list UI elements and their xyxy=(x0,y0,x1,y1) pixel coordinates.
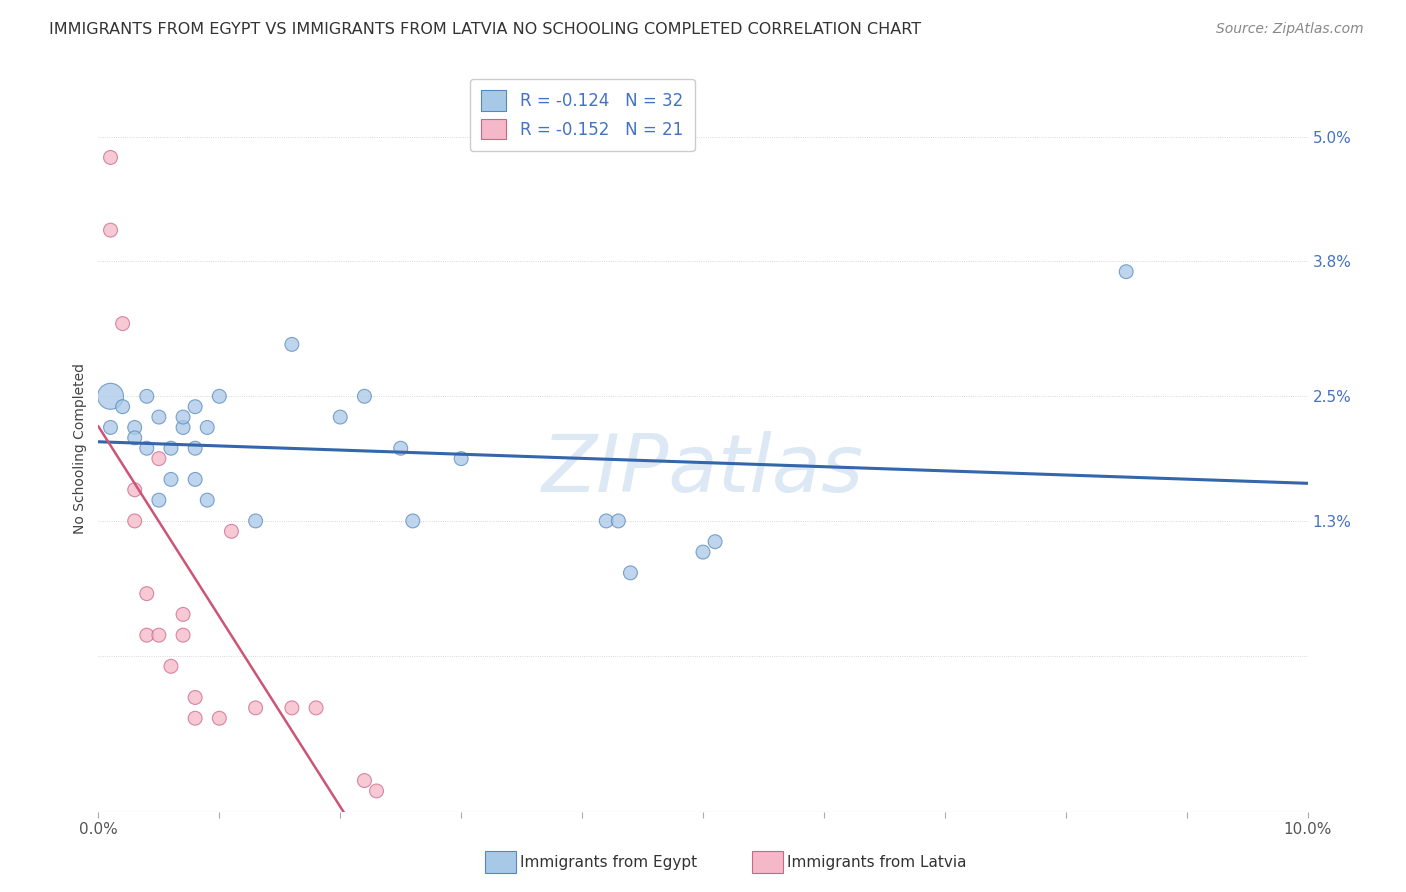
Point xyxy=(172,607,194,622)
Point xyxy=(195,493,218,508)
Point xyxy=(184,690,207,705)
Point xyxy=(281,701,304,715)
Point xyxy=(619,566,641,580)
Point xyxy=(195,420,218,434)
Point xyxy=(124,420,146,434)
Point xyxy=(124,514,146,528)
Point xyxy=(366,784,388,798)
Point xyxy=(160,442,183,455)
Point xyxy=(450,451,472,466)
Point xyxy=(148,410,170,425)
Point xyxy=(595,514,617,528)
Point xyxy=(148,451,170,466)
Point xyxy=(704,534,727,549)
Point xyxy=(353,389,375,403)
Point xyxy=(184,472,207,486)
Point xyxy=(172,420,194,434)
Point xyxy=(160,472,183,486)
Point xyxy=(184,400,207,414)
Point xyxy=(100,420,122,434)
Point xyxy=(100,223,122,237)
Point xyxy=(100,151,122,165)
Point xyxy=(184,442,207,455)
Point xyxy=(135,587,157,601)
Point xyxy=(1115,265,1137,279)
Text: IMMIGRANTS FROM EGYPT VS IMMIGRANTS FROM LATVIA NO SCHOOLING COMPLETED CORRELATI: IMMIGRANTS FROM EGYPT VS IMMIGRANTS FROM… xyxy=(49,22,921,37)
Point xyxy=(184,711,207,725)
Point xyxy=(111,317,134,331)
Y-axis label: No Schooling Completed: No Schooling Completed xyxy=(73,363,87,533)
Point xyxy=(124,431,146,445)
Text: Source: ZipAtlas.com: Source: ZipAtlas.com xyxy=(1216,22,1364,37)
Point xyxy=(148,628,170,642)
Point xyxy=(124,483,146,497)
Point xyxy=(245,514,267,528)
Point xyxy=(221,524,243,539)
Point xyxy=(607,514,630,528)
Point xyxy=(135,389,157,403)
Point xyxy=(329,410,352,425)
Text: Immigrants from Egypt: Immigrants from Egypt xyxy=(520,855,697,870)
Point xyxy=(148,493,170,508)
Text: Immigrants from Latvia: Immigrants from Latvia xyxy=(787,855,967,870)
Text: ZIPatlas: ZIPatlas xyxy=(541,431,865,509)
Point xyxy=(135,442,157,455)
Point xyxy=(160,659,183,673)
Point xyxy=(208,389,231,403)
Point xyxy=(208,711,231,725)
Point xyxy=(281,337,304,351)
Point xyxy=(245,701,267,715)
Point xyxy=(100,389,122,403)
Point xyxy=(402,514,425,528)
Point xyxy=(305,701,328,715)
Point xyxy=(389,442,412,455)
Point xyxy=(172,628,194,642)
Point xyxy=(353,773,375,788)
Legend: R = -0.124   N = 32, R = -0.152   N = 21: R = -0.124 N = 32, R = -0.152 N = 21 xyxy=(470,78,695,151)
Point xyxy=(692,545,714,559)
Point xyxy=(135,628,157,642)
Point xyxy=(172,410,194,425)
Point xyxy=(111,400,134,414)
